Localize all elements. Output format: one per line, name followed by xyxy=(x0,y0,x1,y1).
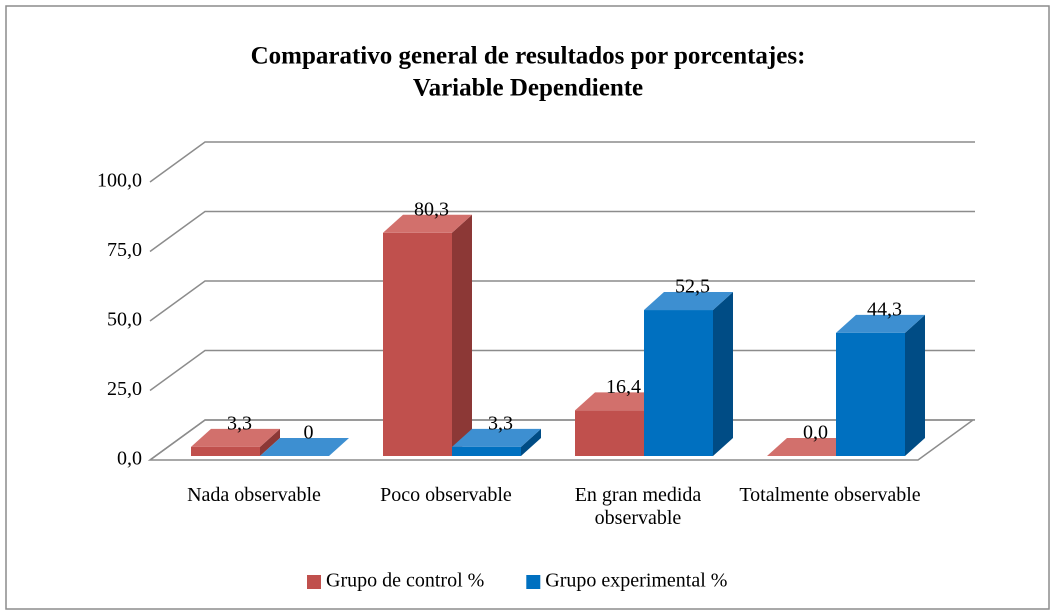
bar-top xyxy=(767,438,856,456)
data-label: 0,0 xyxy=(803,422,828,444)
bar xyxy=(644,310,713,456)
chart-title: Comparativo general de resultados por po… xyxy=(251,43,806,70)
bar-side xyxy=(905,314,925,456)
y-tick-label: 25,0 xyxy=(107,378,142,400)
bar-top xyxy=(383,214,472,233)
legend-label: Grupo de control % xyxy=(326,570,484,592)
chart-frame xyxy=(5,5,1050,610)
bar xyxy=(383,232,452,456)
grid-line xyxy=(149,210,975,253)
legend-label: Grupo experimental % xyxy=(545,570,727,592)
bar-top xyxy=(644,292,733,311)
grid-line xyxy=(149,141,975,183)
data-label: 3,3 xyxy=(488,412,513,434)
y-tick-label: 100,0 xyxy=(97,170,142,192)
y-tick-label: 50,0 xyxy=(107,309,142,331)
legend-swatch xyxy=(307,575,321,589)
bar-side xyxy=(452,214,472,456)
bar-top xyxy=(191,428,280,447)
x-tick-label: Nada observable xyxy=(187,484,321,506)
bar-side xyxy=(260,428,280,456)
x-tick-label: Totalmente observable xyxy=(739,484,921,506)
data-label: 52,5 xyxy=(675,276,710,298)
data-label: 44,3 xyxy=(867,298,902,320)
bar xyxy=(836,332,905,456)
y-tick-label: 75,0 xyxy=(107,239,142,261)
data-label: 3,3 xyxy=(227,412,252,434)
x-tick-label: Poco observable xyxy=(380,484,512,506)
bar-top xyxy=(836,314,925,333)
bar xyxy=(191,446,260,456)
bar-top xyxy=(452,428,541,447)
bar-side xyxy=(521,428,541,456)
data-label: 16,4 xyxy=(606,376,641,398)
chart-title: Variable Dependiente xyxy=(413,75,643,102)
bar xyxy=(452,446,521,456)
y-tick-label: 0,0 xyxy=(117,448,142,470)
bar-side xyxy=(713,292,733,456)
legend-swatch xyxy=(526,575,541,589)
data-label: 80,3 xyxy=(414,198,449,220)
bar xyxy=(575,410,644,456)
bar-top xyxy=(260,438,349,456)
grid-line xyxy=(149,280,975,322)
x-tick-label: En gran medida observable xyxy=(574,484,702,529)
data-label: 0 xyxy=(304,422,314,444)
bar-top xyxy=(575,392,664,411)
